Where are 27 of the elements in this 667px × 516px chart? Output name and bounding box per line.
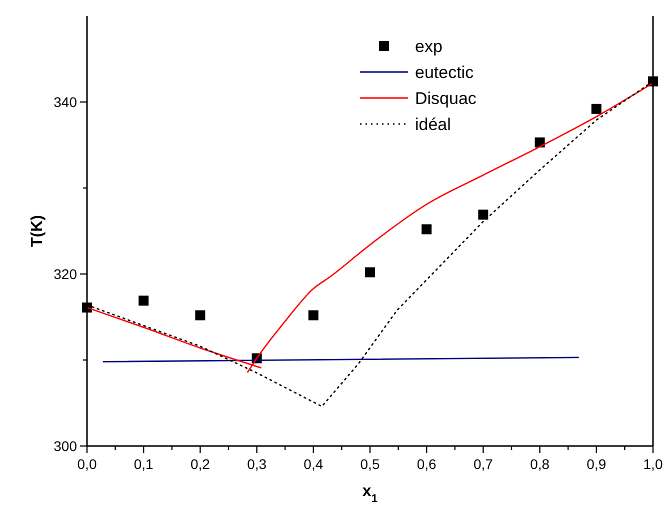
y-axis-title: T(K) bbox=[29, 215, 46, 247]
point bbox=[591, 104, 602, 114]
x-tick-label: 0,3 bbox=[247, 456, 267, 472]
legend-label: eutectic bbox=[415, 63, 474, 82]
x-tick-label: 0,0 bbox=[77, 456, 97, 472]
x-tick-label: 0,4 bbox=[304, 456, 324, 472]
legend-label: exp bbox=[415, 37, 442, 56]
point bbox=[308, 310, 318, 320]
x-tick-label: 0,9 bbox=[586, 456, 606, 472]
legend-label: Disquac bbox=[415, 89, 477, 108]
x-axis-title: x$_{1}$ bbox=[362, 483, 378, 505]
legend-label: idéal bbox=[415, 115, 451, 134]
point bbox=[365, 267, 375, 278]
x-tick-label: 0,8 bbox=[530, 456, 550, 472]
point bbox=[138, 296, 149, 306]
y-tick-label: 340 bbox=[54, 94, 78, 110]
x-tick-label: 0,1 bbox=[134, 456, 154, 472]
point bbox=[422, 224, 432, 234]
y-tick-label: 300 bbox=[54, 438, 78, 454]
y-tick-label: 320 bbox=[54, 266, 78, 282]
x-tick-label: 0,5 bbox=[360, 456, 380, 472]
x-tick-label: 0,6 bbox=[416, 456, 437, 472]
x-tick-label: 0,7 bbox=[473, 456, 494, 472]
x-tick-label: 0,2 bbox=[190, 456, 210, 472]
x-tick-label: 1,0 bbox=[643, 456, 663, 472]
point bbox=[478, 210, 488, 220]
point bbox=[195, 310, 206, 320]
